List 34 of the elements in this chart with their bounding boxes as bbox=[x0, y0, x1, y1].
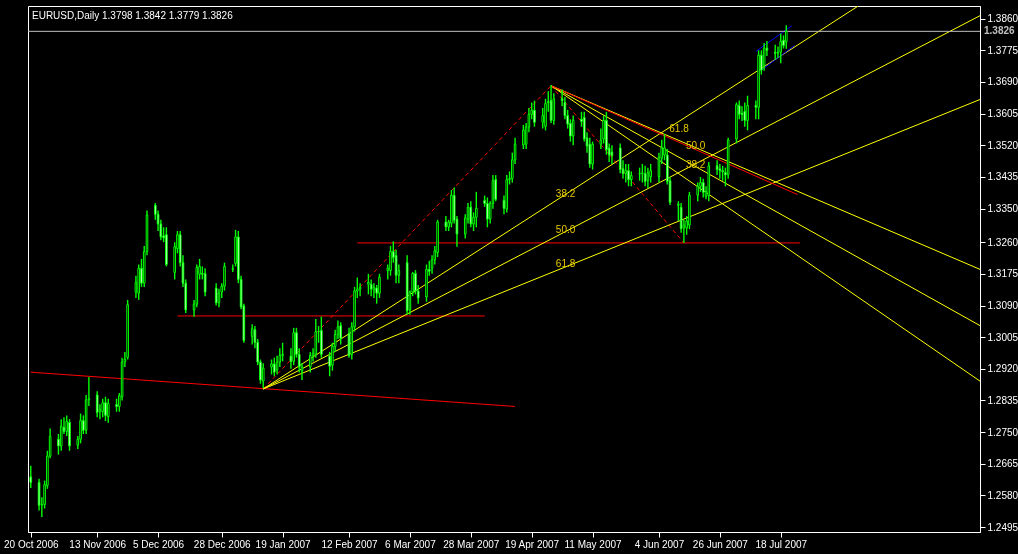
y-tick-label: 1.3605 bbox=[987, 108, 1018, 120]
y-tick-label: 1.2665 bbox=[987, 458, 1018, 470]
y-tick-label: 1.3860 bbox=[987, 13, 1018, 25]
x-tick-label: 28 Dec 2006 bbox=[193, 538, 252, 550]
x-tick-label: 13 Nov 2006 bbox=[69, 538, 127, 550]
y-tick-label: 1.3005 bbox=[987, 331, 1018, 343]
y-tick-label: 1.2750 bbox=[987, 426, 1018, 438]
x-tick-label: 6 Mar 2007 bbox=[385, 538, 437, 550]
y-tick-label: 1.3435 bbox=[987, 171, 1018, 183]
x-tick-label: 11 May 2007 bbox=[564, 538, 623, 550]
y-tick-label: 1.3775 bbox=[987, 44, 1018, 56]
x-tick-label: 4 Jun 2007 bbox=[634, 538, 685, 550]
x-tick-label: 19 Apr 2007 bbox=[505, 538, 560, 550]
y-tick-label: 1.3690 bbox=[987, 76, 1018, 88]
x-tick-label: 28 Mar 2007 bbox=[443, 538, 500, 550]
x-tick-label: 26 Jun 2007 bbox=[692, 538, 749, 550]
x-tick-label: 12 Feb 2007 bbox=[321, 538, 379, 550]
y-tick-label: 1.2580 bbox=[987, 489, 1018, 501]
y-tick-label: 1.3175 bbox=[987, 268, 1018, 280]
y-tick-label: 1.3260 bbox=[987, 236, 1018, 248]
y-tick-label: 1.3520 bbox=[987, 139, 1018, 151]
x-tick-label: 18 Jul 2007 bbox=[755, 538, 808, 550]
y-tick-label: 1.2835 bbox=[987, 395, 1018, 406]
y-tick-label: 1.2920 bbox=[987, 363, 1018, 375]
x-tick-label: 5 Dec 2006 bbox=[132, 538, 185, 550]
chart-title: EURUSD,Daily 1.3798 1.3842 1.3779 1.3826 bbox=[32, 10, 234, 21]
ref-line-label: 1.3826 bbox=[984, 25, 1016, 37]
x-tick-label: 19 Jan 2007 bbox=[255, 538, 312, 550]
annotation: 61.8 bbox=[669, 123, 690, 135]
y-tick-label: 1.3090 bbox=[987, 300, 1018, 312]
x-tick-label: 20 Oct 2006 bbox=[4, 538, 59, 550]
y-tick-label: 1.3350 bbox=[987, 203, 1018, 215]
y-tick-label: 1.2495 bbox=[987, 521, 1018, 533]
annotation: 61.8 bbox=[555, 257, 576, 269]
